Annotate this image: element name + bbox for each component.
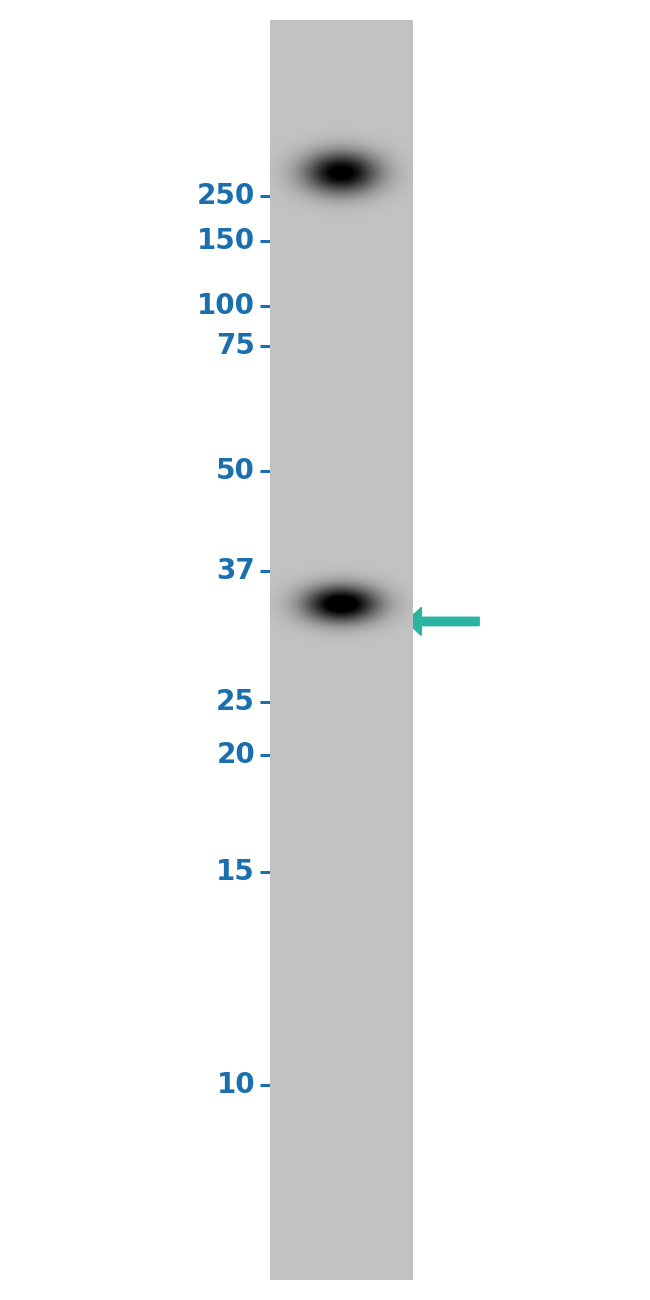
Text: 100: 100 <box>197 292 255 320</box>
Text: 20: 20 <box>216 741 255 768</box>
Text: 50: 50 <box>216 458 255 485</box>
FancyArrow shape <box>406 607 479 636</box>
Text: 10: 10 <box>216 1071 255 1098</box>
Text: 75: 75 <box>216 333 255 360</box>
Text: 250: 250 <box>197 182 255 211</box>
Text: 150: 150 <box>197 227 255 255</box>
Text: 25: 25 <box>216 688 255 715</box>
Text: 37: 37 <box>216 558 255 585</box>
Text: 15: 15 <box>216 858 255 885</box>
